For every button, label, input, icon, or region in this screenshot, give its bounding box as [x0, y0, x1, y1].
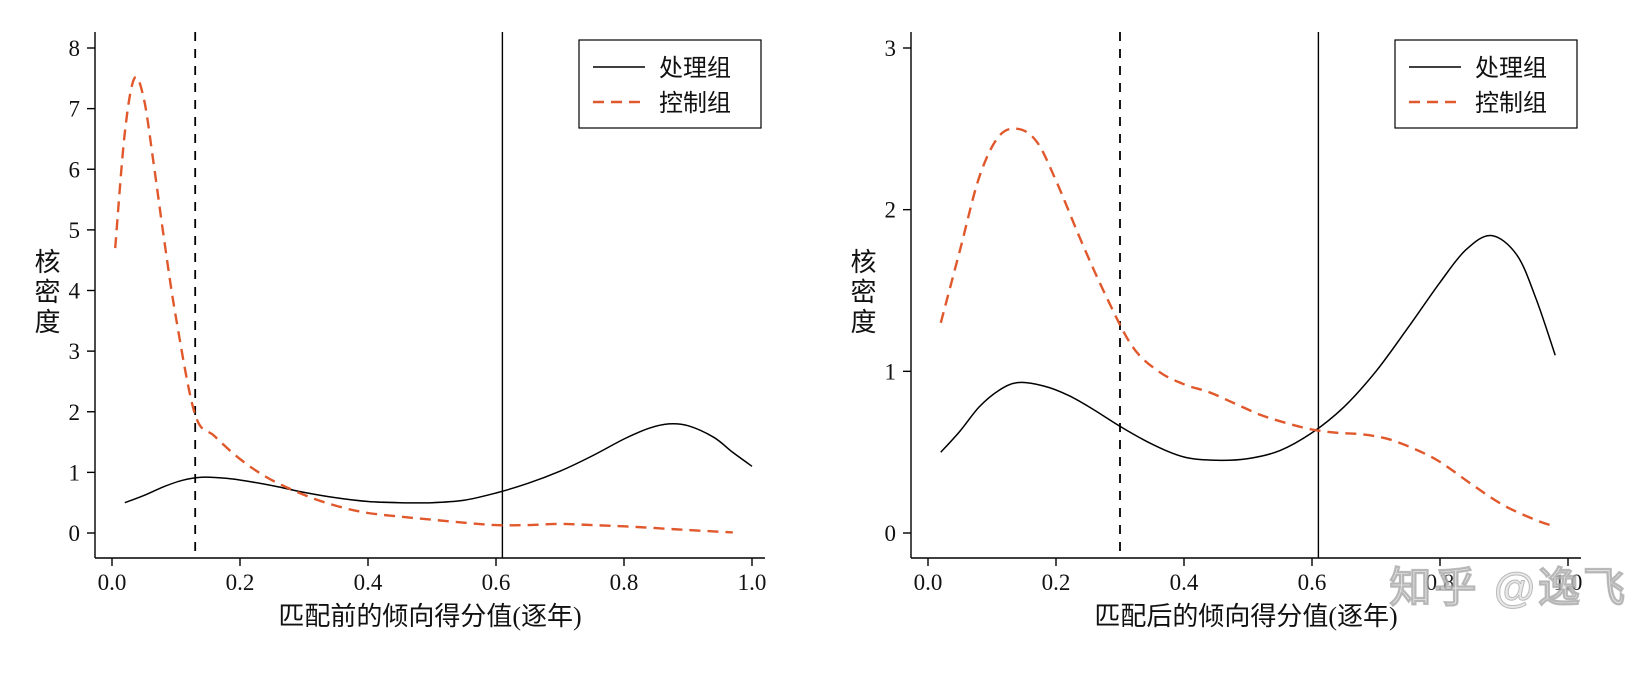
density-curve-treatment [940, 234, 1556, 462]
x-tick-label: 0.8 [610, 570, 639, 595]
y-tick-label: 1 [69, 460, 81, 485]
y-tick-label: 0 [69, 521, 81, 546]
x-tick-label: 0.2 [226, 570, 255, 595]
density-curve-control [939, 127, 1556, 528]
x-axis-title-after: 匹配后的倾向得分值(逐年) [1094, 602, 1398, 631]
legend-label: 处理组 [1475, 55, 1547, 82]
y-tick-label: 8 [69, 36, 81, 61]
y-tick-label: 4 [69, 279, 81, 304]
y-tick-label: 7 [69, 97, 81, 122]
legend-box [1394, 39, 1578, 129]
chart-before-matching: 0 1 2 3 4 5 6 7 8 0.0 0.2 0.4 0.6 0.8 1.0 处理组控制组 核密度 匹配… [31, 32, 767, 631]
chart-after-matching: 0 1 2 3 0.0 0.2 0.4 0.6 0.8 1.0 处理组控制组 核密度 匹配后的倾向得… [816, 0, 1632, 680]
legend-label: 处理组 [659, 55, 731, 82]
x-tick-label: 1.0 [1554, 570, 1583, 595]
x-tick-label: 0.6 [482, 570, 511, 595]
y-tick-label: 1 [885, 359, 897, 384]
legend-label: 控制组 [1475, 90, 1547, 117]
y-tick-label: 5 [69, 218, 81, 243]
x-tick-label: 0.4 [354, 570, 383, 595]
x-tick-label: 0.8 [1426, 570, 1455, 595]
y-tick-label: 3 [69, 339, 81, 364]
y-tick-label: 2 [69, 400, 81, 425]
y-tick-label: 0 [885, 521, 897, 546]
legend-box [578, 39, 762, 129]
watermark: 知乎 @逸飞 [1389, 564, 1628, 612]
y-tick-label: 6 [69, 157, 81, 182]
density-curve-treatment [124, 422, 753, 504]
x-tick-label: 1.0 [738, 570, 767, 595]
y-tick-label: 2 [885, 198, 897, 223]
density-curve-control [114, 75, 733, 534]
x-tick-label: 0.6 [1298, 570, 1327, 595]
y-axis-title-after: 核密度 [847, 248, 876, 338]
x-tick-label: 0.4 [1170, 570, 1199, 595]
y-tick-label: 3 [885, 36, 897, 61]
legend-label: 控制组 [659, 90, 731, 117]
y-axis-title-before: 核密度 [31, 248, 60, 338]
x-tick-label: 0.0 [914, 570, 943, 595]
x-tick-label: 0.0 [98, 570, 127, 595]
x-tick-label: 0.2 [1042, 570, 1071, 595]
x-axis-title-before: 匹配前的倾向得分值(逐年) [278, 602, 582, 631]
